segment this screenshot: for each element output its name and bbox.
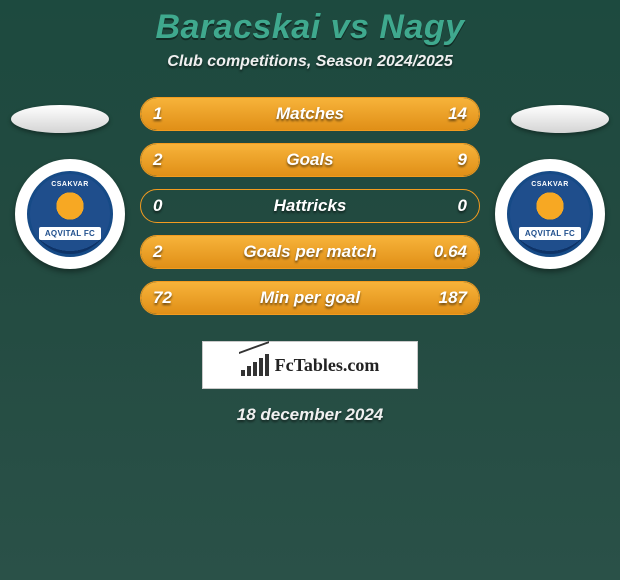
club-badge-left-inner: CSAKVAR AQVITAL FC (27, 171, 113, 257)
stat-value-right: 0 (458, 196, 467, 216)
stat-row: Min per goal 72 187 (140, 281, 480, 315)
club-badge-right-inner: CSAKVAR AQVITAL FC (507, 171, 593, 257)
stat-row: Hattricks 0 0 (140, 189, 480, 223)
page-title: Baracskai vs Nagy (0, 8, 620, 47)
subtitle: Club competitions, Season 2024/2025 (0, 53, 620, 71)
stat-value-left: 72 (153, 288, 172, 308)
stat-fill-left (141, 144, 209, 176)
stat-value-right: 14 (448, 104, 467, 124)
stat-value-right: 9 (458, 150, 467, 170)
brand-box[interactable]: FcTables.com (202, 341, 418, 389)
stat-label: Matches (276, 104, 344, 124)
stat-rows: Matches 1 14 Goals 2 9 Hattricks 0 0 Goals per ma… (140, 97, 480, 327)
stat-label: Goals (286, 150, 333, 170)
club-badge-left-top: CSAKVAR (51, 181, 89, 188)
player-avatar-right (511, 105, 609, 133)
club-badge-left: CSAKVAR AQVITAL FC (15, 159, 125, 269)
stat-label: Goals per match (243, 242, 376, 262)
club-badge-left-mid: AQVITAL FC (39, 227, 101, 240)
stat-label: Min per goal (260, 288, 360, 308)
stat-value-right: 0.64 (434, 242, 467, 262)
stat-label: Hattricks (274, 196, 347, 216)
stat-row: Goals 2 9 (140, 143, 480, 177)
date-line: 18 december 2024 (0, 405, 620, 425)
brand-text: FcTables.com (275, 355, 380, 376)
stat-value-left: 2 (153, 150, 162, 170)
stat-fill-right (209, 144, 479, 176)
club-badge-right: CSAKVAR AQVITAL FC (495, 159, 605, 269)
stat-value-left: 0 (153, 196, 162, 216)
stat-row: Goals per match 2 0.64 (140, 235, 480, 269)
club-badge-right-top: CSAKVAR (531, 181, 569, 188)
stat-row: Matches 1 14 (140, 97, 480, 131)
compare-area: CSAKVAR AQVITAL FC CSAKVAR AQVITAL FC Ma… (0, 97, 620, 327)
club-badge-right-mid: AQVITAL FC (519, 227, 581, 240)
stat-value-right: 187 (439, 288, 467, 308)
bar-chart-icon (241, 354, 269, 376)
stat-value-left: 1 (153, 104, 162, 124)
stat-value-left: 2 (153, 242, 162, 262)
comparison-card: Baracskai vs Nagy Club competitions, Sea… (0, 0, 620, 580)
player-avatar-left (11, 105, 109, 133)
